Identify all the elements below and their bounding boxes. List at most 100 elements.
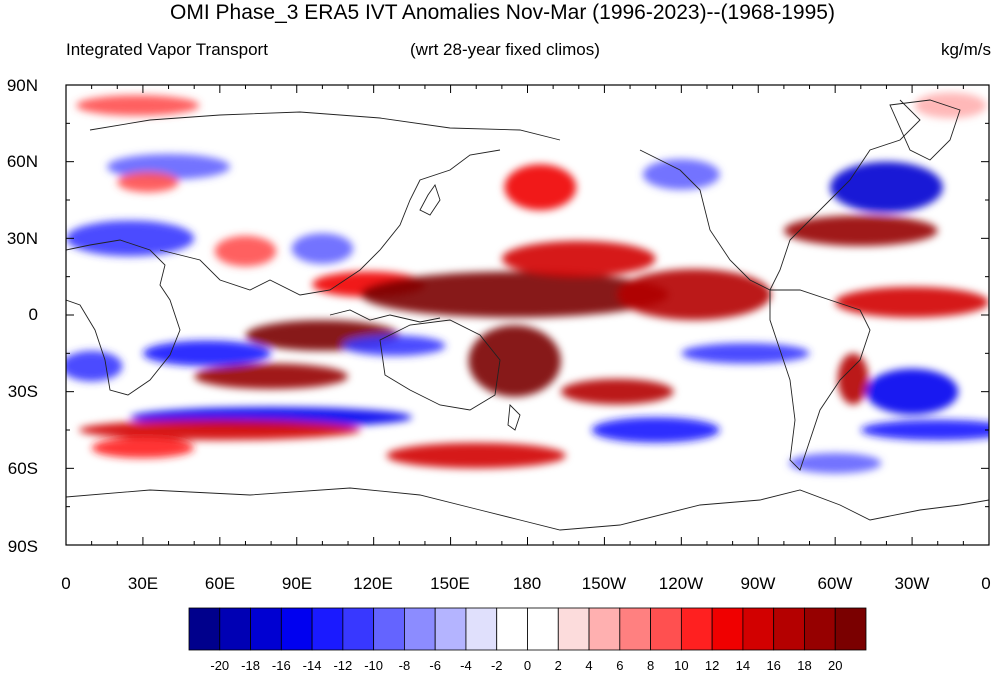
anomaly-region-9 — [501, 240, 656, 277]
greenland-coastline — [889, 99, 961, 161]
lat-label-60n: 60N — [6, 152, 38, 171]
anomaly-region-31 — [642, 159, 720, 190]
south-america-coastline — [769, 289, 871, 471]
arctic-coastline — [89, 111, 561, 141]
colorbar-level-label: 2 — [554, 658, 562, 673]
colorbar-box — [311, 607, 344, 651]
lon-label-60e: 60E — [204, 574, 236, 593]
colorbar-box — [680, 607, 713, 651]
colorbar-level-label: 20 — [827, 658, 843, 673]
lon-label-90w: 90W — [740, 574, 776, 593]
lon-label-60w: 60W — [817, 574, 853, 593]
colorbar-level-label: 6 — [616, 658, 624, 673]
colorbar-box — [496, 607, 528, 651]
colorbar-box — [619, 607, 651, 651]
anomaly-region-11 — [468, 325, 561, 397]
new-zealand-coastline — [507, 404, 521, 431]
colorbar-box — [804, 607, 836, 651]
lon-label-90e: 90E — [281, 574, 313, 593]
colorbar-box — [588, 607, 621, 651]
anomaly-region-5 — [214, 235, 277, 267]
anomaly-region-29 — [789, 453, 882, 474]
colorbar-level-label: -14 — [302, 658, 322, 673]
anomaly-region-24 — [783, 215, 938, 247]
lon-label-150e: 150E — [430, 574, 470, 593]
lat-label-0: 0 — [28, 305, 38, 324]
latitude-ticks — [66, 84, 989, 546]
lat-label-90n: 90N — [6, 76, 38, 95]
lat-label-60s: 60S — [7, 459, 38, 478]
anomaly-region-0 — [76, 95, 200, 116]
colorbar-level-label: -16 — [271, 658, 291, 673]
colorbar-box — [711, 607, 744, 651]
colorbar-level-label: 18 — [797, 658, 812, 673]
lat-label-30s: 30S — [7, 382, 38, 401]
colorbar-level-label: -6 — [429, 658, 441, 673]
anomaly-region-1 — [914, 92, 987, 119]
colorbar-box — [465, 607, 498, 651]
anomaly-region-17 — [78, 419, 361, 441]
colorbar-box — [250, 607, 282, 651]
colorbar-box — [373, 607, 405, 651]
colorbar-level-label: 10 — [674, 658, 689, 673]
colorbar-box — [280, 607, 313, 651]
colorbar-box — [557, 607, 590, 651]
anomaly-region-25 — [835, 286, 989, 318]
japan-coastline — [419, 184, 441, 216]
anomaly-region-32 — [66, 350, 123, 382]
anomaly-field — [66, 92, 989, 474]
colorbar-box — [834, 607, 867, 651]
anomaly-region-28 — [860, 419, 989, 441]
colorbar-level-label: -18 — [241, 658, 260, 673]
lon-label-120w: 120W — [658, 574, 704, 593]
africa-coastline — [66, 239, 181, 396]
lat-label-30n: 30N — [6, 229, 38, 248]
lon-label-180: 180 — [512, 574, 542, 593]
colorbar-box — [342, 607, 375, 651]
anomaly-region-10 — [504, 164, 577, 211]
anomaly-region-14 — [142, 340, 272, 367]
anomaly-region-21 — [591, 417, 720, 443]
anomaly-region-4 — [66, 220, 195, 257]
colorbar-box — [650, 607, 682, 651]
lon-label-0: 0 — [61, 574, 71, 593]
colorbar-level-label: 16 — [766, 658, 781, 673]
longitude-ticks — [65, 85, 990, 545]
colorbar-level-label: -2 — [490, 658, 503, 673]
colorbar-level-label: -4 — [460, 658, 472, 673]
lon-label-30w: 30W — [894, 574, 930, 593]
page-title: OMI Phase_3 ERA5 IVT Anomalies Nov-Mar (… — [170, 1, 835, 24]
anomaly-region-30 — [91, 437, 195, 459]
colorbar-level-label: 14 — [735, 658, 751, 673]
colorbar-level-label: -20 — [210, 658, 230, 673]
center-label: (wrt 28-year fixed climos) — [410, 40, 600, 59]
lon-label-0-east: 0 — [981, 574, 991, 593]
colorbar-box — [404, 607, 436, 651]
colorbar-level-label: 0 — [523, 658, 532, 673]
left-label: Integrated Vapor Transport — [66, 40, 268, 59]
colorbar-box — [527, 607, 559, 651]
antarctica-coastline — [66, 487, 989, 531]
anomaly-region-23 — [830, 161, 943, 213]
anomaly-region-19 — [681, 343, 810, 364]
lat-label-90s: 90S — [7, 537, 38, 556]
anomaly-region-7 — [291, 233, 354, 264]
indonesia-coastline — [329, 309, 441, 323]
anomaly-region-27 — [865, 368, 959, 415]
anomaly-region-13 — [194, 363, 349, 390]
colorbar-level-label: -8 — [398, 658, 411, 673]
colorbar-level-label: -10 — [364, 658, 384, 673]
anomaly-region-8 — [360, 271, 669, 318]
anomaly-region-15 — [342, 335, 446, 356]
anomaly-region-26 — [837, 353, 869, 405]
colorbar-level-label: -12 — [333, 658, 353, 673]
colorbar-box — [773, 607, 805, 651]
colorbar-box — [742, 607, 775, 651]
colorbar-box — [219, 607, 251, 651]
colorbar-level-label: 4 — [585, 658, 593, 673]
lon-label-30e: 30E — [127, 574, 159, 593]
anomaly-region-22 — [386, 442, 566, 469]
colorbar-level-label: 12 — [704, 658, 720, 673]
units-label: kg/m/s — [940, 40, 991, 59]
